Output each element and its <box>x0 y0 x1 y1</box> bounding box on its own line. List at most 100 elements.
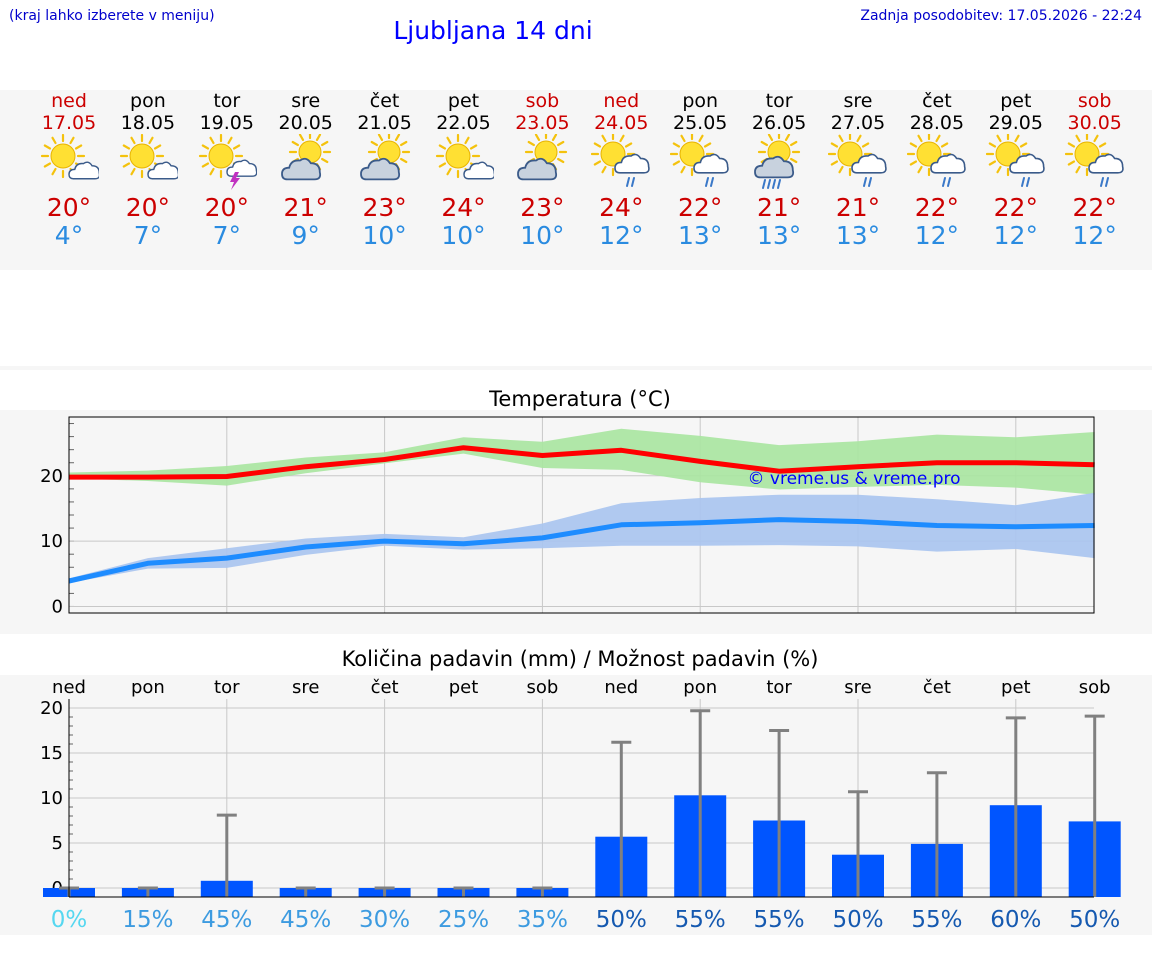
min-temperature: 13° <box>678 221 723 250</box>
day-date: 26.05 <box>751 112 807 134</box>
max-temperature: 22° <box>914 193 960 222</box>
day-date: 21.05 <box>357 112 412 134</box>
day-date: 28.05 <box>909 112 965 134</box>
day-date: 17.05 <box>41 112 97 134</box>
cloud-sun-icon <box>517 134 568 181</box>
precipitation-probability: 45% <box>201 907 252 933</box>
precipitation-probability: 15% <box>122 907 173 933</box>
min-temperature: 12° <box>599 221 644 250</box>
page-title: Ljubljana 14 dni <box>393 16 593 45</box>
sun-cloud-icon <box>435 134 494 180</box>
precipitation-probability: 55% <box>754 907 805 933</box>
plot-frame <box>68 416 1095 614</box>
weekday-label: čet <box>371 677 399 698</box>
max-temperature: 21° <box>283 193 328 222</box>
day-name: pet <box>447 90 480 112</box>
day-date: 27.05 <box>830 112 886 134</box>
precipitation-probability: 50% <box>832 907 883 933</box>
day-name: sob <box>1077 90 1112 112</box>
y-tick-label: 15 <box>40 743 63 764</box>
precipitation-probability: 45% <box>280 907 331 933</box>
sun-cloud-icon <box>119 134 178 180</box>
precipitation-probability: 50% <box>596 907 647 933</box>
min-temperature: 13° <box>756 221 802 250</box>
min-temperature: 4° <box>54 221 84 250</box>
temperature-chart: 0 10 20 © vreme.us & vreme.pro <box>40 416 1095 617</box>
precipitation-probability: 35% <box>517 907 568 933</box>
max-temperature-line <box>69 445 1095 480</box>
precipitation-chart-title: Količina padavin (mm) / Možnost padavin … <box>341 647 819 671</box>
weekday-label: pon <box>131 677 165 698</box>
cloud-sun-icon <box>280 134 331 181</box>
day-date: 30.05 <box>1067 112 1122 134</box>
day-column: pet 29.05 22° 12° <box>971 90 1061 250</box>
max-temperature-band <box>69 428 1095 495</box>
temperature-chart-title: Temperatura (°C) <box>489 387 671 411</box>
day-name: tor <box>213 90 241 112</box>
min-temperature: 13° <box>835 221 881 250</box>
min-temperature: 10° <box>441 221 486 250</box>
day-name: tor <box>765 90 793 112</box>
max-temperature: 24° <box>599 193 644 222</box>
day-date: 19.05 <box>199 112 254 134</box>
location-hint: (kraj lahko izberete v meniju) <box>9 8 215 24</box>
precipitation-probability: 55% <box>675 907 726 933</box>
weekday-label: sob <box>1079 677 1111 698</box>
min-temperature: 9° <box>291 221 320 250</box>
y-tick-label: 0 <box>52 596 63 617</box>
y-tick-label: 20 <box>40 698 63 719</box>
max-temperature: 23° <box>362 193 407 222</box>
day-date: 23.05 <box>515 112 570 134</box>
max-temperature: 20° <box>46 193 92 222</box>
weekday-label: pon <box>683 677 717 698</box>
precipitation-probability: 30% <box>359 907 410 933</box>
day-column: pon 25.05 22° 13° <box>655 90 745 250</box>
min-temperature: 10° <box>362 221 407 250</box>
y-tick-label: 20 <box>40 466 63 487</box>
day-column: tor 26.05 21° 13° <box>734 90 824 250</box>
sun-rain-icon <box>670 134 729 187</box>
max-temperature: 21° <box>835 193 881 222</box>
day-name: pon <box>682 90 719 112</box>
day-column: čet 28.05 22° 12° <box>892 90 982 250</box>
sun-cloud-icon <box>40 134 99 180</box>
day-column: sob 30.05 22° 12° <box>1050 90 1140 250</box>
precipitation-probability: 55% <box>911 907 962 933</box>
day-date: 20.05 <box>278 112 333 134</box>
sun-rain-icon <box>1064 134 1124 187</box>
max-temperature: 20° <box>125 193 171 222</box>
day-name: pon <box>130 90 166 112</box>
min-temperature: 12° <box>993 221 1038 250</box>
weekday-label: ned <box>52 677 86 698</box>
min-temperature-band <box>69 492 1095 583</box>
sun-rain-icon <box>828 134 887 187</box>
day-column: sob 23.05 23° 10° <box>497 90 587 250</box>
max-temperature: 20° <box>204 193 249 222</box>
min-temperature: 10° <box>520 221 565 250</box>
cloud-sun-icon <box>359 134 410 181</box>
weekday-label: tor <box>766 677 792 698</box>
weekday-label: sre <box>292 677 319 698</box>
chart-watermark: © vreme.us & vreme.pro <box>747 469 960 489</box>
y-tick-label: 10 <box>40 788 63 809</box>
min-temperature-line <box>68 517 1095 584</box>
day-column: pet 22.05 24° 10° <box>419 90 509 250</box>
day-name: ned <box>603 90 640 112</box>
day-column: čet 21.05 23° 10° <box>340 90 430 250</box>
day-column: ned 24.05 24° 12° <box>576 90 666 250</box>
day-name: ned <box>51 90 87 112</box>
max-temperature: 23° <box>520 193 565 222</box>
day-date: 25.05 <box>672 112 728 134</box>
sun-thunder-icon <box>198 134 257 190</box>
weekday-label: sre <box>844 677 871 698</box>
day-column: ned 17.05 20° 4° <box>24 90 114 250</box>
max-temperature: 24° <box>441 193 486 222</box>
weekday-label: sob <box>526 677 558 698</box>
weekday-label: tor <box>214 677 240 698</box>
day-column: pon 18.05 20° 7° <box>103 90 193 250</box>
sun-rain-icon <box>591 134 650 187</box>
day-date: 22.05 <box>436 112 491 134</box>
day-column: tor 19.05 20° 7° <box>182 90 272 250</box>
last-updated: Zadnja posodobitev: 17.05.2026 - 22:24 <box>860 8 1142 24</box>
